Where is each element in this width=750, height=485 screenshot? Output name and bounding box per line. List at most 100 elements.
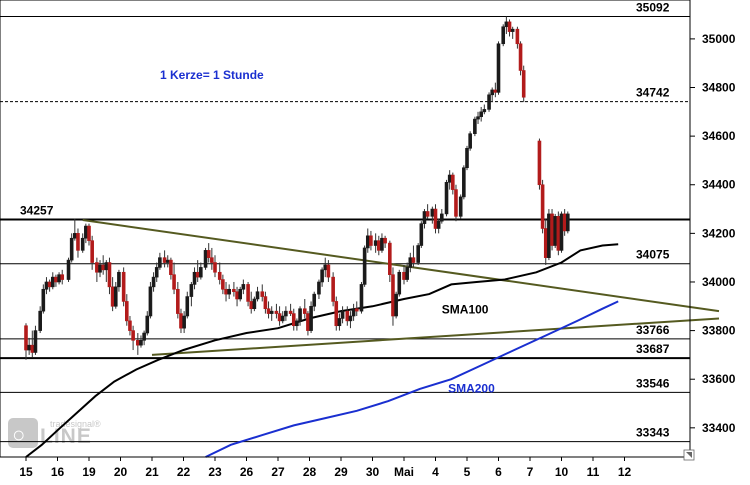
candle [473,116,477,137]
candle-body [320,269,324,283]
candle [182,311,186,334]
x-tick-label: 23 [208,465,222,479]
candle-body [317,281,321,295]
tradesignal-online-logo: ○ LINE tradesignal® [8,418,101,448]
candle [380,233,384,253]
candle-body [562,213,567,232]
y-tick-label: 35000 [702,32,736,46]
x-tick-label: 4 [432,465,439,479]
candle [252,296,257,312]
level-lines: 35092 34742 34257 34075 33766 33687 33546 33343 [0,1,690,443]
candle-body [232,288,236,293]
candle [419,221,424,248]
candle [515,26,520,49]
candle [113,281,118,309]
candle [192,267,197,290]
candle-body [24,325,28,351]
candle [199,262,203,280]
candle-body [312,293,317,307]
level-label: 33343 [636,426,670,440]
candle [462,165,466,200]
candle [151,272,156,292]
candle-body [101,264,105,271]
level-label: 35092 [636,1,670,15]
candle [210,247,214,270]
candle [302,298,307,319]
candle-body [397,271,402,295]
candle [117,269,121,292]
candle [436,218,441,234]
scroll-corner-icon[interactable] [683,449,695,461]
candle [298,306,302,326]
candle-body [69,237,74,261]
candle-body [224,288,228,295]
candle-body [179,313,183,329]
y-axis: 33400 33600 33800 34000 34200 34400 34600 34800… [690,32,736,435]
candle-body [136,340,140,346]
candle-body [213,262,217,273]
candle [405,262,409,282]
candle [337,313,342,331]
candle-body [176,288,180,314]
candle-body [269,310,274,314]
candle-body [309,305,313,331]
y-tick-label: 33400 [702,421,736,435]
candle-body [391,274,395,317]
candle-body [518,43,523,71]
candle-body [206,250,211,258]
y-tick-label: 34800 [702,81,736,95]
candle-body [306,313,310,331]
candle-body [241,284,246,290]
candle [33,325,38,355]
candle-body [84,225,88,239]
candle [444,179,449,217]
y-tick-label: 34000 [702,275,736,289]
candle [433,204,438,234]
candle-body [465,147,469,169]
candle-body [323,264,328,271]
candle [90,235,94,270]
candle [383,235,387,248]
candle-body [454,189,458,217]
candle-body [362,247,367,285]
candle-body [50,276,55,288]
candle [458,194,463,219]
candle [556,211,561,256]
candle-body [507,21,512,32]
level-label: 33687 [636,342,670,356]
candle-body [217,271,222,280]
candle [69,233,74,263]
candle [416,243,420,265]
x-tick-label: 12 [618,465,632,479]
candle-body [504,21,509,28]
candle-body [266,308,271,314]
candle [142,330,146,346]
candle [154,262,159,282]
candle-body [90,240,94,263]
candle-body [295,320,299,327]
logo-word: LINE [40,425,92,448]
candle [24,323,28,360]
x-tick-label: 30 [366,465,380,479]
candle-body [221,279,225,290]
candle-body [351,308,356,317]
x-tick-label: 28 [303,465,317,479]
candle-body [439,213,444,222]
candle-body [185,296,190,317]
candle-body [158,257,162,268]
candle-note: 1 Kerze= 1 Stunde [160,68,264,82]
candle [38,306,42,334]
candle-body [348,315,353,322]
candle-body [501,26,506,45]
candle [439,209,444,224]
candle-body [274,310,279,314]
candle [451,172,455,195]
candle [206,243,211,263]
candle [309,301,313,334]
candle [41,284,46,314]
candle-body [462,167,466,198]
level-label: 34742 [636,86,670,100]
candle [397,269,402,297]
candle-body [246,284,250,302]
